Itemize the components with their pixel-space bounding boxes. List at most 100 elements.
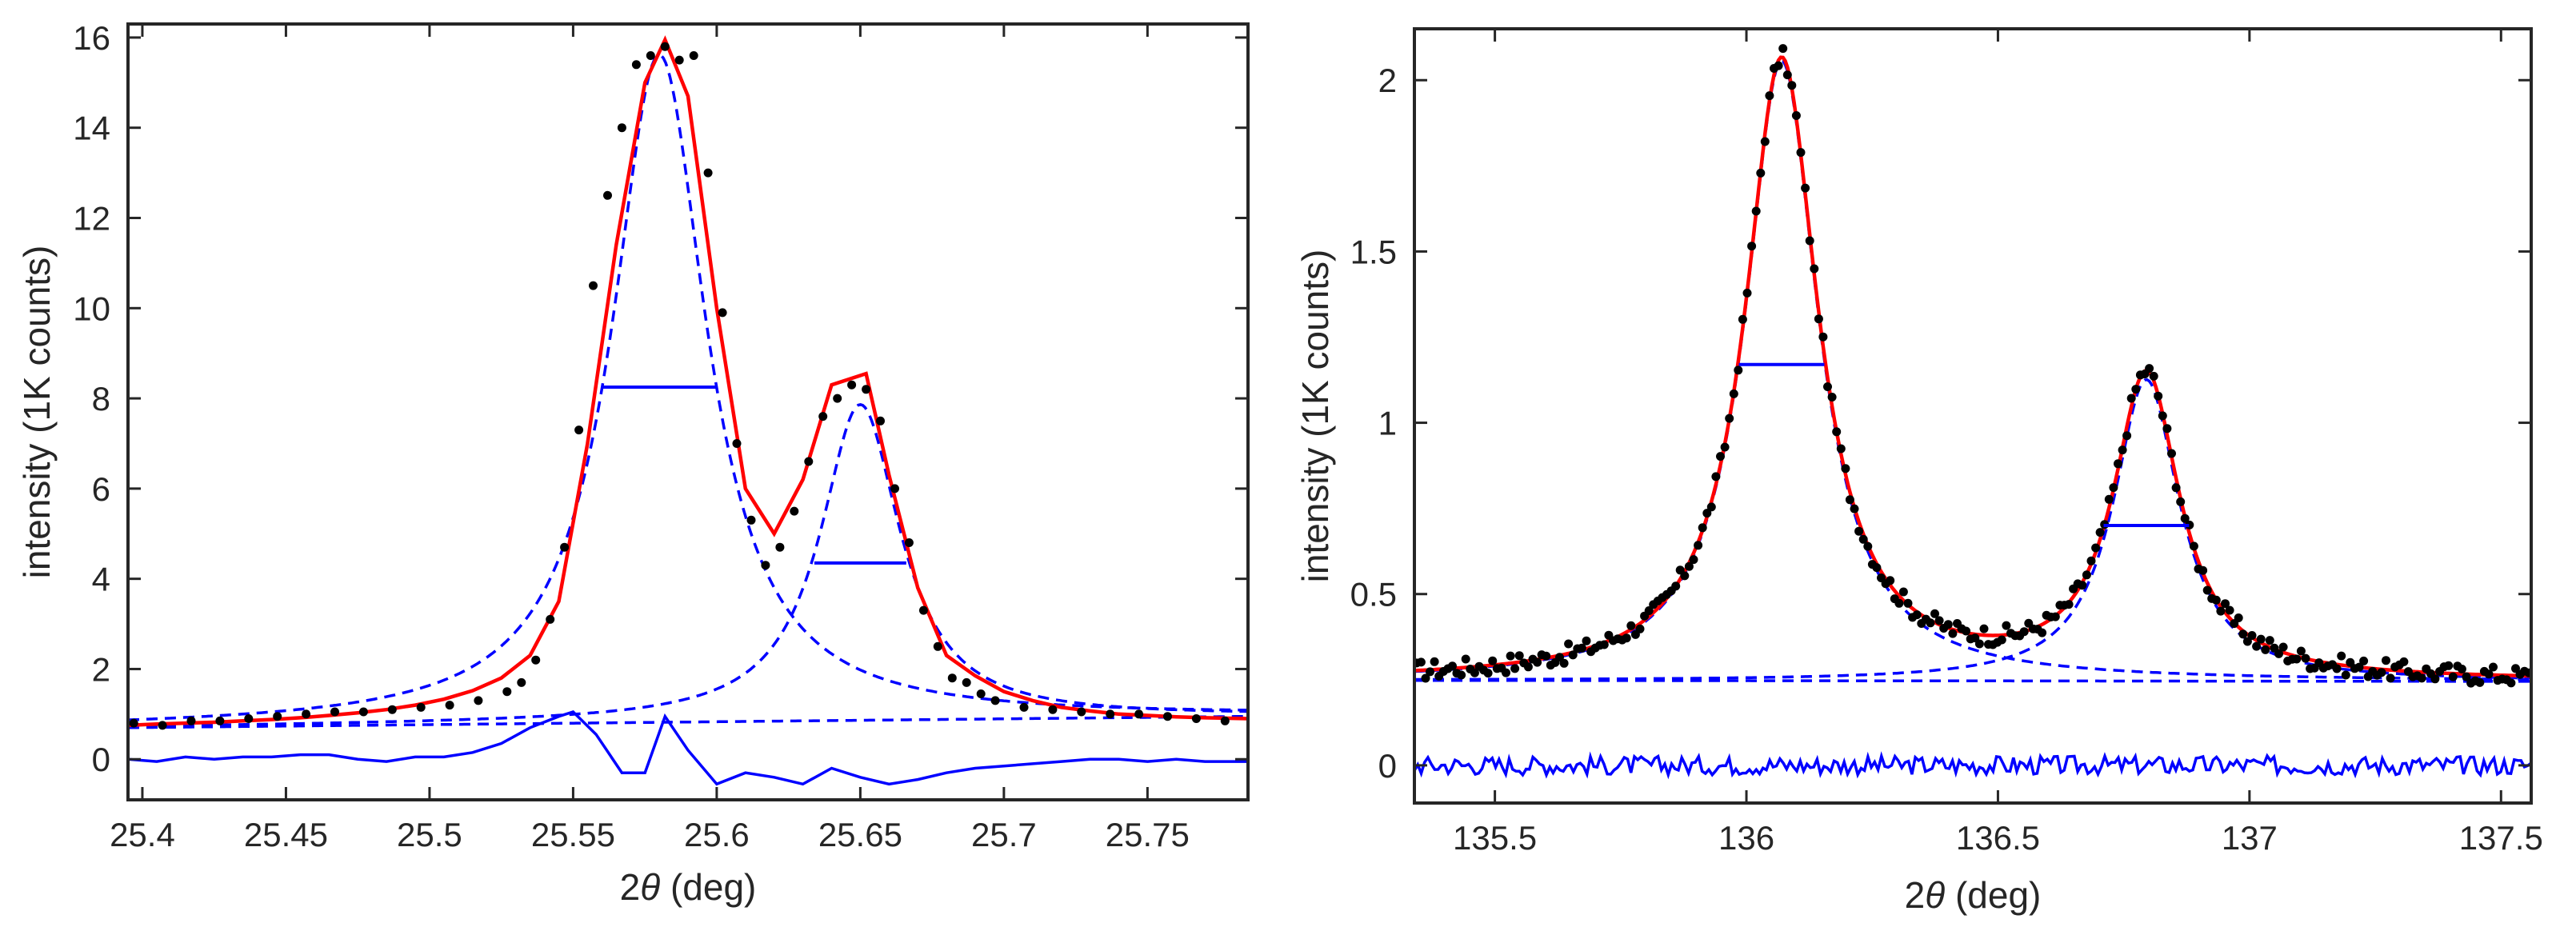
right-data-point — [2341, 670, 2350, 680]
right-data-point — [2274, 649, 2283, 658]
right-data-point — [2296, 646, 2306, 656]
left-panel-frame — [126, 22, 1250, 801]
right-data-point — [1738, 314, 1747, 324]
right-data-point — [2154, 391, 2163, 401]
right-data-point — [1488, 656, 1498, 665]
right-data-point — [2082, 570, 2091, 580]
right-data-point — [2002, 621, 2011, 630]
right-data-point — [2114, 459, 2122, 469]
right-data-point — [1577, 643, 1586, 653]
left-data-point — [502, 687, 512, 697]
right-data-point — [2221, 599, 2230, 609]
right-y-tick-label: 1.5 — [1350, 233, 1397, 270]
right-data-point — [2149, 371, 2158, 381]
left-background-line — [128, 714, 1248, 729]
left-data-point — [186, 716, 196, 725]
left-data-point — [790, 506, 799, 516]
right-peak-1-component — [1414, 59, 2531, 681]
right-data-point — [1930, 609, 1939, 618]
right-data-point — [2104, 494, 2114, 504]
right-data-point — [1756, 168, 1766, 178]
right-data-point — [2238, 629, 2248, 639]
right-data-point — [1801, 183, 1810, 193]
left-data-point — [689, 51, 698, 60]
right-data-point — [2162, 424, 2172, 434]
right-data-point — [2225, 605, 2234, 615]
left-y-tick-label: 0 — [92, 741, 110, 778]
right-data-point — [2475, 677, 2485, 687]
left-data-point — [660, 42, 670, 51]
right-data-point — [2122, 431, 2132, 441]
left-data-point — [1048, 705, 1058, 714]
right-data-point — [1430, 657, 1439, 666]
right-data-point — [2078, 581, 2087, 590]
right-data-point — [1698, 523, 1707, 533]
right-data-point — [2252, 641, 2262, 651]
right-data-point — [2278, 642, 2288, 652]
right-data-point — [2167, 449, 2176, 458]
left-data-point — [761, 561, 770, 570]
right-data-point — [1751, 206, 1761, 216]
right-fit-line — [1414, 55, 2531, 678]
left-data-point — [1191, 714, 1201, 723]
right-data-point — [1729, 389, 1738, 398]
right-data-point — [2189, 541, 2198, 551]
left-x-tick-label: 25.75 — [1106, 816, 1190, 853]
right-data-point — [1814, 314, 1823, 324]
right-data-point — [1827, 393, 1837, 402]
right-data-point — [1506, 651, 1515, 661]
right-data-point — [1997, 635, 2006, 645]
right-data-point — [1943, 620, 1953, 629]
right-data-point — [1782, 70, 1792, 80]
right-data-point — [1542, 651, 1551, 661]
right-data-point — [1555, 653, 1564, 662]
left-data-point — [387, 705, 397, 714]
right-data-point — [2247, 631, 2257, 640]
right-data-point — [2211, 595, 2221, 605]
left-x-tick-label: 25.55 — [531, 816, 615, 853]
right-data-point — [1765, 91, 1774, 101]
right-data-point — [2417, 673, 2426, 683]
left-panel: 25.4 25.45 25.5 25.55 25.6 25.65 25.7 25.75 0 2 4 6… — [16, 19, 1250, 908]
left-data-point — [273, 712, 282, 721]
left-data-point — [416, 702, 426, 712]
left-data-point — [560, 542, 570, 552]
left-data-point — [862, 385, 871, 394]
right-data-point — [1894, 598, 1904, 608]
left-x-tick-label: 25.7 — [971, 816, 1037, 853]
right-data-point — [1863, 541, 1873, 551]
left-y-tick-label: 12 — [73, 200, 110, 238]
right-data-point — [2038, 628, 2047, 637]
left-data-point — [546, 614, 555, 624]
right-data-point — [2524, 668, 2531, 677]
right-data-point — [2377, 668, 2386, 677]
right-data-point — [1720, 442, 1730, 452]
right-data-point — [1582, 636, 1591, 645]
right-data-point — [2382, 656, 2390, 665]
right-data-point — [1448, 661, 1457, 671]
right-residual-line — [1414, 751, 2531, 780]
left-data-point — [517, 677, 526, 687]
right-data-point — [1426, 667, 1434, 677]
left-data-point — [990, 696, 1000, 705]
left-data-point — [158, 721, 167, 730]
right-data-point — [2095, 528, 2105, 537]
right-data-point — [2131, 385, 2141, 394]
right-data-point — [2346, 657, 2355, 667]
left-data-point — [617, 123, 626, 133]
right-data-point — [1796, 148, 1806, 158]
left-y-tick-label: 16 — [73, 19, 110, 57]
right-data-point — [2484, 669, 2494, 679]
right-data-point — [1694, 541, 1703, 550]
right-data-point — [1778, 44, 1788, 54]
left-data-point — [674, 55, 684, 65]
right-y-tick-label: 2 — [1378, 62, 1397, 99]
right-data-point — [1979, 624, 1989, 633]
right-data-point — [1734, 366, 1743, 375]
right-data-point — [1483, 669, 1493, 678]
right-data-point — [1858, 534, 1868, 544]
right-data-point — [2064, 600, 2074, 609]
right-y-tick-label: 1 — [1378, 405, 1397, 442]
right-panel-series — [1414, 44, 2531, 780]
